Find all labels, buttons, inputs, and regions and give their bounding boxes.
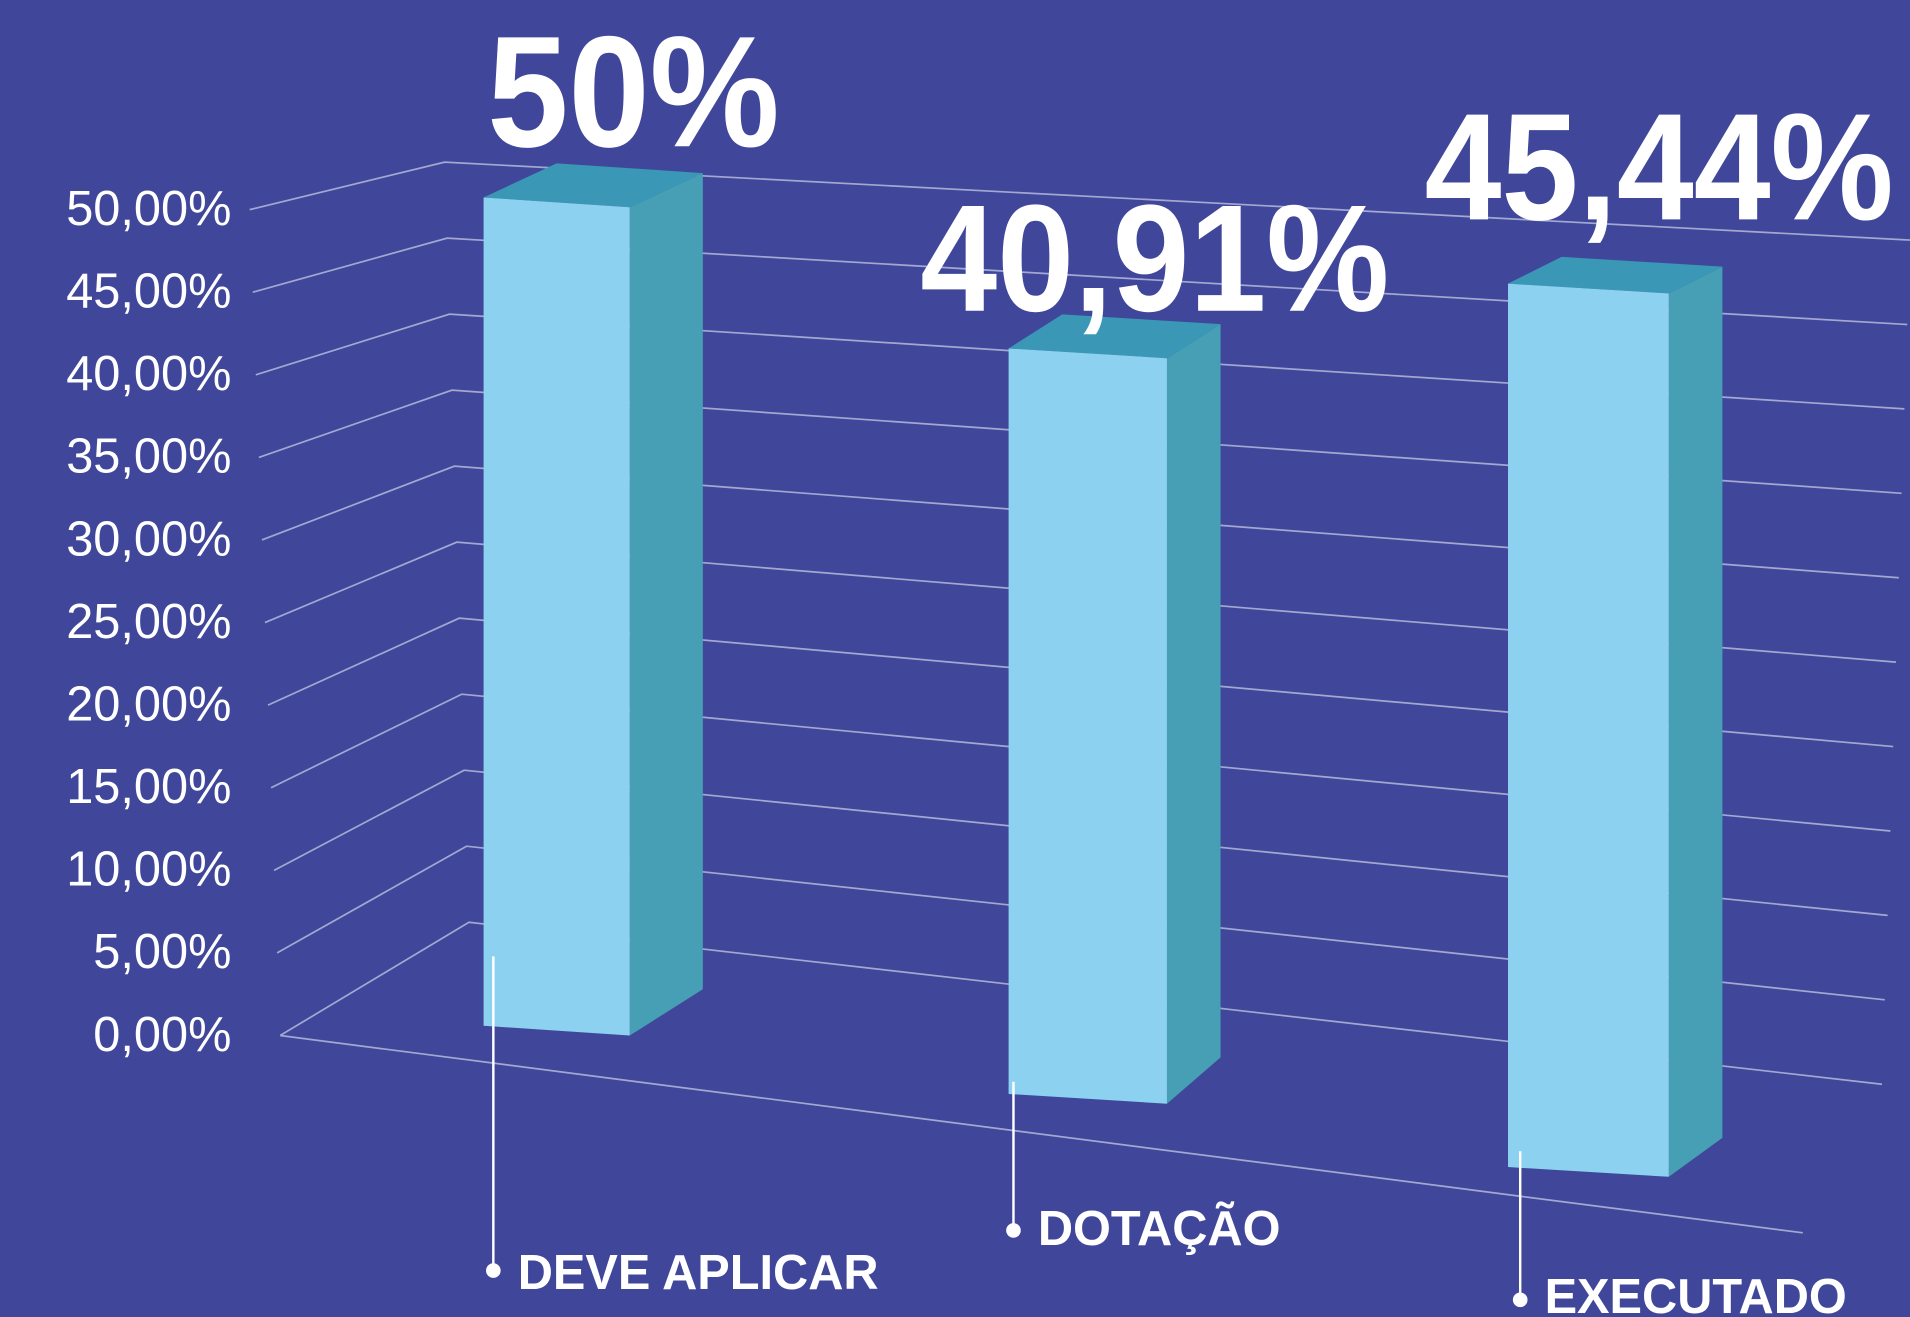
y-tick-label: 40,00% bbox=[66, 347, 231, 401]
leader-dot bbox=[1512, 1292, 1528, 1308]
value-label: 50% bbox=[487, 3, 779, 180]
value-label: 40,91% bbox=[920, 174, 1389, 344]
x-tick-label: DOTAÇÃO bbox=[1038, 1202, 1281, 1256]
value-label: 45,44% bbox=[1425, 82, 1894, 252]
y-tick-label: 45,00% bbox=[66, 265, 231, 319]
grid-line bbox=[258, 389, 1902, 495]
grid-line bbox=[249, 161, 1910, 241]
grid-line bbox=[252, 237, 1908, 326]
grid-line bbox=[264, 541, 1897, 664]
y-tick-label: 50,00% bbox=[66, 182, 231, 236]
leader-dot bbox=[1006, 1223, 1021, 1238]
bar-side bbox=[629, 173, 703, 1036]
x-tick-label: EXECUTADO bbox=[1545, 1270, 1847, 1317]
bar-top bbox=[1508, 256, 1723, 294]
x-tick-label: DEVE APLICAR bbox=[518, 1246, 879, 1300]
y-tick-label: 0,00% bbox=[93, 1008, 231, 1062]
y-tick-label: 20,00% bbox=[66, 677, 231, 731]
floor-edge bbox=[280, 1034, 1803, 1234]
bar bbox=[1508, 283, 1669, 1177]
grid-line bbox=[273, 769, 1888, 917]
bar-side bbox=[1166, 324, 1221, 1104]
grid-line bbox=[261, 465, 1899, 579]
bar-top bbox=[483, 163, 703, 208]
grid-line bbox=[270, 693, 1891, 832]
grid-line bbox=[267, 617, 1894, 748]
y-tick-label: 5,00% bbox=[93, 925, 231, 979]
y-tick-label: 30,00% bbox=[66, 512, 231, 566]
grid-line bbox=[279, 921, 1883, 1086]
y-tick-label: 15,00% bbox=[66, 760, 231, 814]
grid-line bbox=[276, 845, 1885, 1001]
bar-side bbox=[1668, 266, 1723, 1177]
bar bbox=[483, 197, 630, 1036]
grid-line bbox=[255, 313, 1905, 410]
bar-top bbox=[1008, 314, 1221, 359]
y-tick-label: 25,00% bbox=[66, 595, 231, 649]
y-tick-label: 10,00% bbox=[66, 843, 231, 897]
leader-dot bbox=[486, 1263, 501, 1278]
bar bbox=[1008, 348, 1167, 1104]
y-tick-label: 35,00% bbox=[66, 430, 231, 484]
